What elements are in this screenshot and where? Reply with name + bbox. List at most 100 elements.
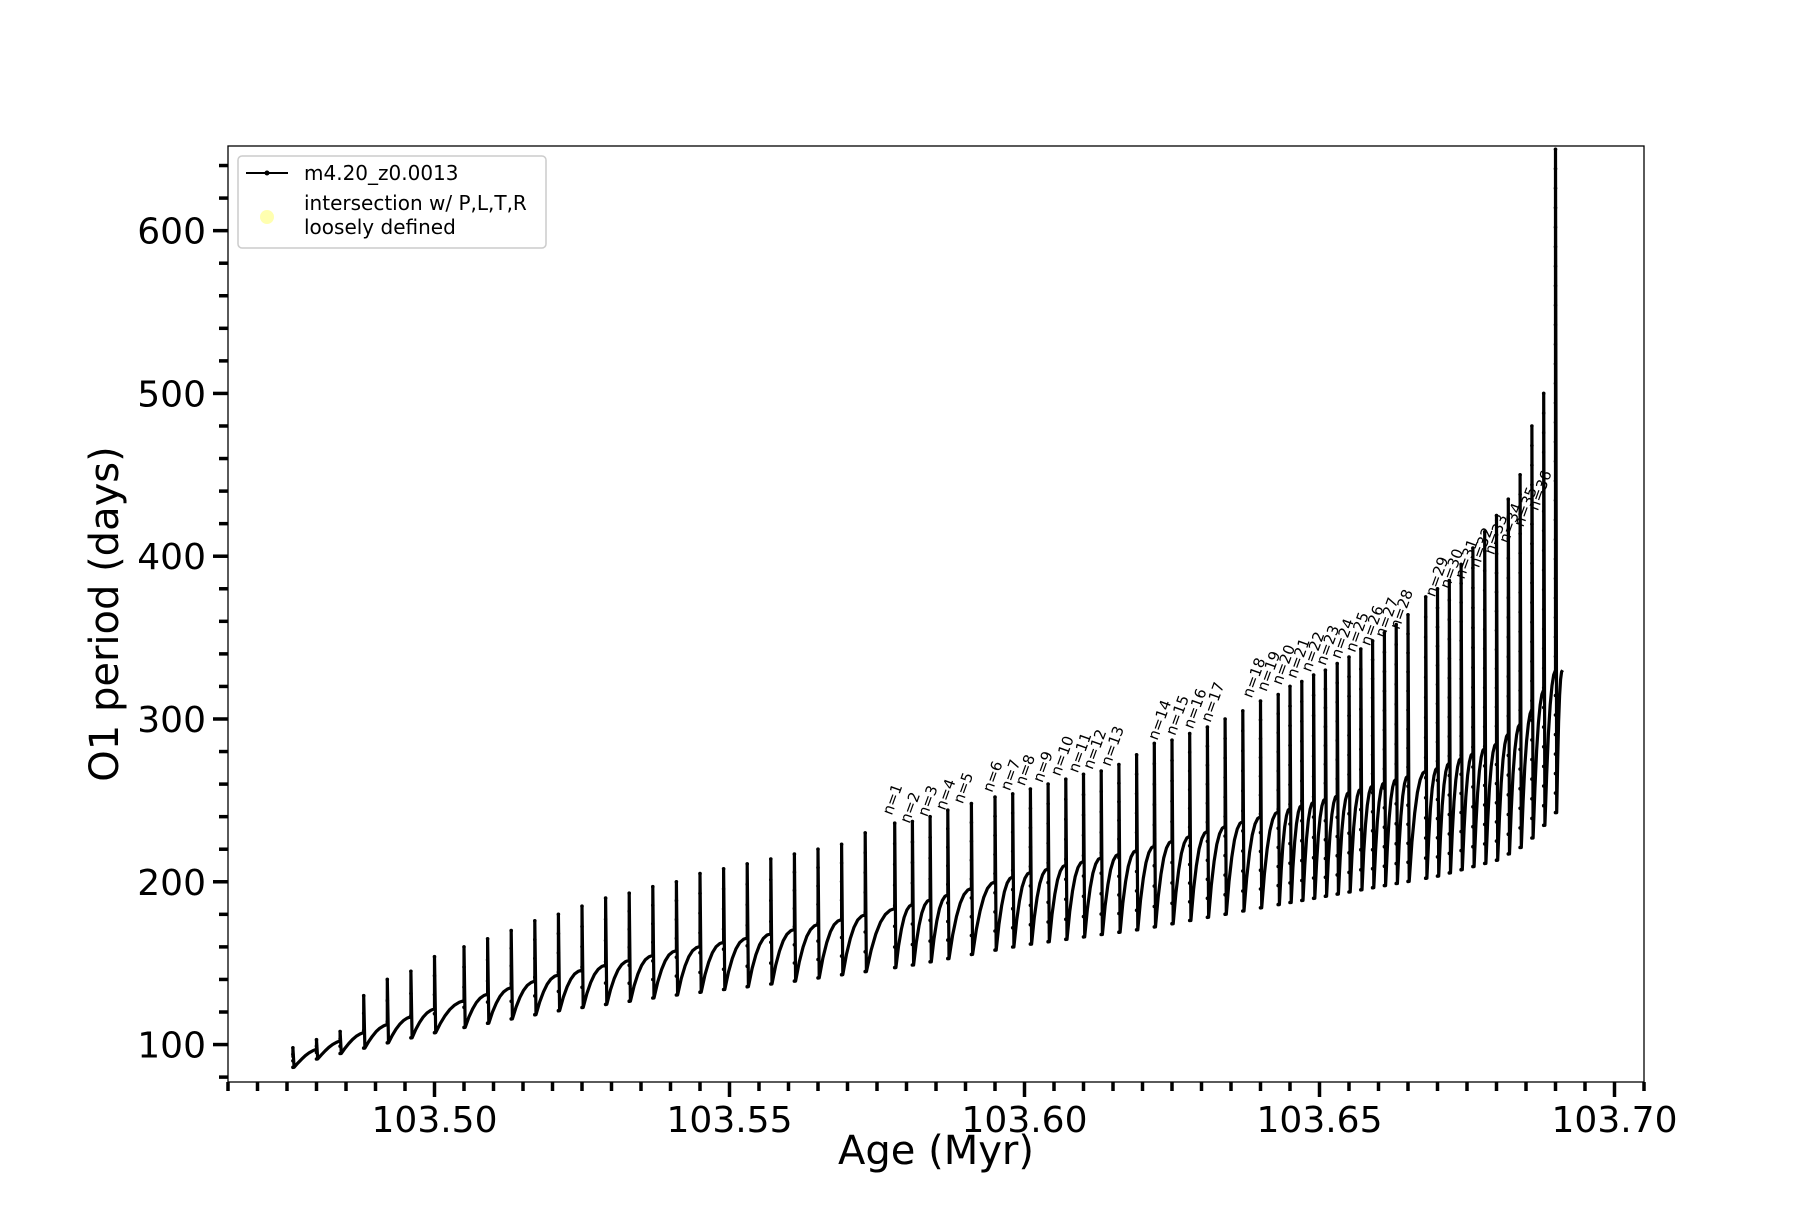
series-point (745, 862, 749, 866)
series-point (627, 945, 631, 949)
series-point (1423, 796, 1428, 800)
series-point (1323, 706, 1328, 710)
series-point (1152, 904, 1157, 909)
series-point (721, 907, 726, 911)
series-point (863, 870, 867, 875)
series-point (385, 1019, 390, 1024)
series-point (1471, 705, 1475, 710)
series-point (1518, 492, 1522, 497)
legend-intersection-label-line2: loosely defined (304, 215, 456, 239)
series-point (1046, 861, 1050, 865)
series-point (1506, 812, 1511, 817)
series-point (969, 877, 974, 881)
series-point (1258, 793, 1263, 797)
series-point (338, 1051, 342, 1056)
series-point (1482, 530, 1487, 534)
series-point (993, 814, 997, 819)
series-point (556, 951, 561, 955)
series-point (1241, 709, 1245, 713)
series-point (928, 939, 932, 943)
series-point (1447, 617, 1452, 622)
series-point (1494, 628, 1499, 633)
series-point (969, 801, 974, 806)
series-point (1541, 529, 1546, 533)
series-point (946, 938, 950, 942)
series-point (839, 935, 844, 940)
series-point (1010, 945, 1015, 949)
y-tick-label: 300 (137, 700, 206, 741)
series-point (1482, 842, 1487, 846)
series-point (1382, 747, 1387, 752)
series-point (1471, 645, 1475, 650)
series-point (1046, 841, 1050, 845)
series-point (1010, 868, 1015, 873)
series-point (651, 940, 655, 945)
series-point (946, 882, 950, 887)
series-point (946, 826, 950, 831)
series-point (1471, 824, 1475, 829)
series-point (509, 999, 513, 1004)
series-point (1241, 749, 1245, 753)
series-point (928, 814, 932, 819)
series-point (928, 856, 932, 860)
series-point (1288, 900, 1292, 905)
series-point (1258, 699, 1263, 703)
series-point (1553, 303, 1558, 308)
series-point (1471, 586, 1475, 590)
series-point (580, 944, 584, 949)
series-point (1187, 806, 1192, 811)
series-point (1300, 838, 1304, 843)
series-point (816, 884, 820, 888)
series-point (1447, 578, 1452, 583)
series-point (1506, 674, 1511, 679)
series-point (863, 831, 867, 835)
series-point (1435, 759, 1440, 763)
series-point (1288, 763, 1292, 767)
series-point (1046, 802, 1050, 806)
series-point (946, 919, 950, 924)
series-point (1064, 817, 1068, 821)
series-point (1382, 650, 1387, 654)
series-point (745, 964, 749, 968)
series-point (1471, 566, 1475, 570)
series-point (1276, 711, 1280, 716)
series-point (338, 1044, 342, 1048)
series-point (1223, 717, 1227, 721)
series-point (1187, 825, 1192, 829)
series-point (863, 930, 867, 934)
series-point (1382, 844, 1387, 849)
series-point (1187, 769, 1192, 773)
series-point (1117, 911, 1121, 916)
series-point (993, 871, 997, 876)
series-point (1518, 747, 1522, 752)
series-point (674, 993, 679, 997)
y-tick-label: 400 (137, 537, 206, 578)
series-point (1010, 926, 1015, 930)
series-point (1553, 674, 1558, 678)
series-point (969, 896, 974, 900)
series-point (1459, 753, 1463, 757)
series-point (1099, 912, 1103, 916)
series-point (1459, 791, 1463, 796)
series-point (1494, 781, 1499, 786)
series-point (1064, 937, 1068, 942)
series-point (1382, 767, 1387, 771)
series-point (1359, 767, 1363, 772)
series-point (1323, 856, 1328, 861)
series-point (1010, 906, 1015, 911)
series-point (1406, 879, 1410, 884)
series-point (1447, 832, 1452, 836)
series-point (1435, 625, 1440, 629)
series-point (910, 922, 915, 926)
series-point (1311, 896, 1316, 901)
series-point (1187, 881, 1192, 885)
series-point (1494, 513, 1499, 518)
series-point (839, 842, 844, 847)
series-point (580, 924, 584, 929)
series-point (910, 819, 915, 824)
series-point (1406, 670, 1410, 674)
series-point (1482, 627, 1487, 632)
series-point (1311, 774, 1316, 779)
series-point (928, 918, 932, 923)
series-point (1553, 693, 1558, 698)
